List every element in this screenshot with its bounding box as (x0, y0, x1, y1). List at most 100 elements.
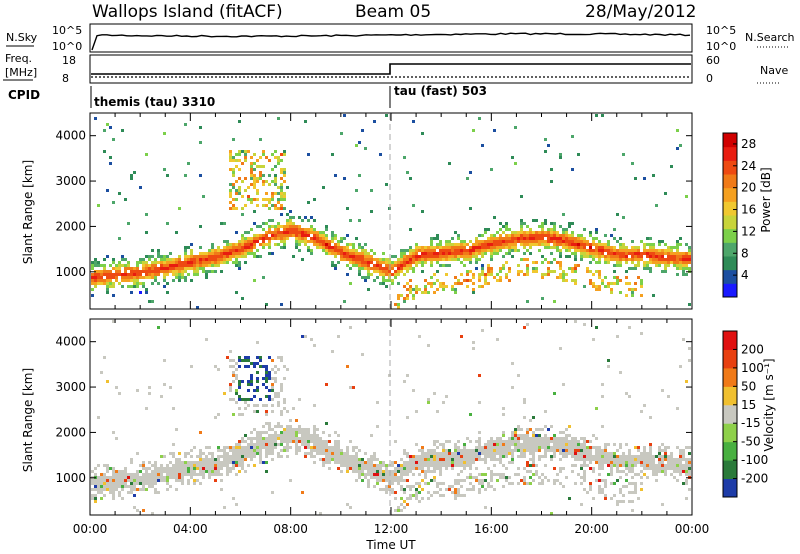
nsearch-tick-top: 10^5 (706, 24, 736, 37)
data-cell (562, 452, 565, 455)
data-cell (403, 491, 406, 494)
data-cell (286, 213, 289, 216)
data-cell (544, 273, 547, 276)
data-cell (202, 467, 205, 470)
data-cell (403, 464, 406, 467)
data-cell (235, 207, 238, 210)
data-cell (433, 392, 436, 395)
data-cell (637, 473, 640, 476)
data-cell (514, 434, 517, 437)
data-cell (340, 461, 343, 464)
data-cell (214, 470, 217, 473)
data-cell (541, 437, 544, 440)
data-cell (280, 389, 283, 392)
data-cell (271, 231, 274, 234)
data-cell (463, 443, 466, 446)
data-cell (463, 458, 466, 461)
data-cell (589, 482, 592, 485)
data-cell (349, 455, 352, 458)
data-cell (487, 273, 490, 276)
data-cell (571, 168, 574, 171)
data-cell (229, 359, 232, 362)
data-cell (346, 461, 349, 464)
data-cell (274, 425, 277, 428)
data-cell (607, 359, 610, 362)
data-cell (436, 446, 439, 449)
data-cell (631, 458, 634, 461)
data-cell (373, 455, 376, 458)
data-cell (400, 485, 403, 488)
data-cell (445, 264, 448, 267)
data-cell (385, 279, 388, 282)
data-cell (238, 449, 241, 452)
data-cell (181, 464, 184, 467)
data-cell (484, 252, 487, 255)
data-cell (265, 180, 268, 183)
data-cell (376, 401, 379, 404)
data-cell (442, 255, 445, 258)
data-cell (484, 243, 487, 246)
data-cell (136, 509, 139, 512)
data-cell (592, 470, 595, 473)
data-cell (295, 428, 298, 431)
data-cell (130, 482, 133, 485)
data-cell (109, 279, 112, 282)
data-cell (631, 291, 634, 294)
data-cell (688, 446, 691, 449)
data-cell (526, 428, 529, 431)
data-cell (307, 201, 310, 204)
data-cell (406, 416, 409, 419)
data-cell (577, 455, 580, 458)
data-cell (166, 264, 169, 267)
data-cell (175, 264, 178, 267)
data-cell (484, 506, 487, 509)
data-cell (163, 255, 166, 258)
data-cell (259, 443, 262, 446)
data-cell (229, 446, 232, 449)
data-cell (349, 249, 352, 252)
data-cell (574, 458, 577, 461)
data-cell (163, 261, 166, 264)
data-cell (466, 243, 469, 246)
data-cell (130, 479, 133, 482)
data-cell (583, 240, 586, 243)
data-cell (211, 255, 214, 258)
colorbar-swatch (723, 441, 737, 461)
data-cell (271, 440, 274, 443)
data-cell (520, 240, 523, 243)
data-cell (382, 258, 385, 261)
data-cell (352, 467, 355, 470)
data-cell (313, 455, 316, 458)
data-cell (514, 240, 517, 243)
data-cell (547, 231, 550, 234)
data-cell (481, 255, 484, 258)
data-cell (478, 437, 481, 440)
data-cell (418, 335, 421, 338)
data-cell (313, 240, 316, 243)
data-cell (193, 255, 196, 258)
data-cell (493, 443, 496, 446)
data-cell (172, 443, 175, 446)
data-cell (148, 479, 151, 482)
data-cell (259, 365, 262, 368)
data-cell (178, 452, 181, 455)
data-cell (598, 252, 601, 255)
data-cell (94, 279, 97, 282)
data-cell (565, 240, 568, 243)
data-cell (211, 473, 214, 476)
data-cell (421, 261, 424, 264)
data-cell (505, 240, 508, 243)
data-cell (490, 255, 493, 258)
data-cell (208, 473, 211, 476)
data-cell (262, 431, 265, 434)
data-cell (256, 434, 259, 437)
data-cell (604, 455, 607, 458)
data-cell (403, 300, 406, 303)
data-cell (607, 243, 610, 246)
data-cell (472, 246, 475, 249)
data-cell (595, 449, 598, 452)
data-cell (373, 252, 376, 255)
data-cell (526, 443, 529, 446)
data-cell (490, 234, 493, 237)
